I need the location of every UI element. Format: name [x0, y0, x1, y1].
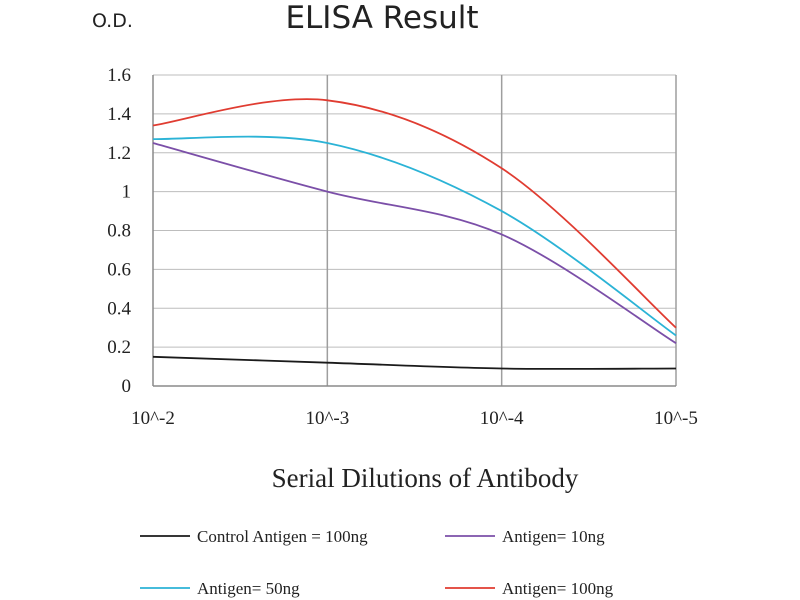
x-axis-label: Serial Dilutions of Antibody: [272, 463, 579, 493]
y-tick-label: 0.2: [107, 337, 131, 358]
legend-label: Antigen= 10ng: [502, 527, 605, 546]
x-ticks: 10^-2 10^-3 10^-4 10^-5: [131, 408, 698, 429]
legend-label: Antigen= 100ng: [502, 579, 614, 598]
y-tick-label: 1.6: [107, 65, 131, 86]
y-axis-label: O.D.: [92, 10, 133, 32]
x-tick-label: 10^-5: [654, 408, 698, 429]
y-tick-label: 1: [122, 182, 132, 203]
legend-label: Control Antigen = 100ng: [197, 527, 368, 546]
axes: [152, 75, 676, 387]
chart-title: ELISA Result: [285, 0, 478, 36]
series-line-1: [152, 142, 677, 344]
y-ticks: 0 0.2 0.4 0.6 0.8 1 1.2 1.4 1.6: [107, 65, 131, 397]
series-line-0: [152, 355, 677, 370]
x-tick-label: 10^-3: [305, 408, 349, 429]
y-tick-label: 1.4: [107, 104, 131, 125]
series-lines: [152, 98, 677, 370]
y-tick-label: 0.8: [107, 221, 131, 242]
y-tick-label: 1.2: [107, 143, 131, 164]
legend-label: Antigen= 50ng: [197, 579, 300, 598]
series-line-3: [152, 98, 677, 329]
series-line-2: [152, 135, 677, 337]
y-tick-label: 0: [122, 376, 132, 397]
x-tick-label: 10^-4: [480, 408, 524, 429]
y-tick-label: 0.4: [107, 298, 131, 319]
grid-lines: [153, 74, 677, 386]
legend: Control Antigen = 100ng Antigen= 10ng Anti…: [140, 527, 614, 598]
y-tick-label: 0.6: [107, 259, 131, 280]
x-tick-label: 10^-2: [131, 408, 175, 429]
